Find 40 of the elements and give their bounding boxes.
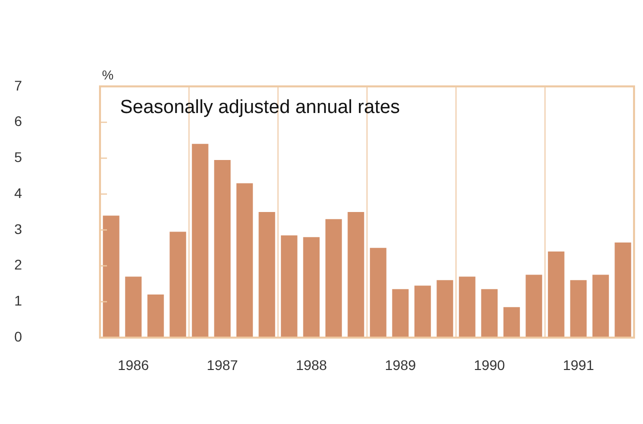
y-tick-label: 2 xyxy=(14,256,22,273)
x-tick-label: 1988 xyxy=(296,356,328,373)
x-tick-label: 1986 xyxy=(118,356,150,373)
y-tick-label: 6 xyxy=(14,113,22,130)
bar xyxy=(214,160,231,338)
bar xyxy=(414,286,431,338)
bar xyxy=(570,280,587,338)
bar xyxy=(102,216,120,338)
bar xyxy=(348,212,364,338)
bar xyxy=(436,280,454,338)
x-tick-label: 1987 xyxy=(206,356,238,373)
bar xyxy=(548,251,564,338)
x-tick-label: 1989 xyxy=(384,356,416,373)
y-tick-label: 3 xyxy=(14,220,22,237)
bar xyxy=(147,294,164,338)
y-tick-label: 7 xyxy=(14,77,22,94)
bar xyxy=(392,289,409,338)
bar xyxy=(303,237,320,338)
bar xyxy=(503,307,520,338)
y-tick-label: 1 xyxy=(14,292,22,309)
text: Seasonally adjusted annual rates xyxy=(120,97,400,118)
bar xyxy=(258,212,276,338)
bar xyxy=(170,232,186,338)
x-tick-label: 1991 xyxy=(562,356,594,373)
bar xyxy=(614,242,632,338)
bar xyxy=(592,274,609,338)
y-tick-label: 5 xyxy=(14,149,22,166)
bar xyxy=(125,276,142,338)
y-axis-title: % xyxy=(102,67,114,82)
x-tick-label: 1990 xyxy=(474,356,506,373)
bar xyxy=(192,144,208,338)
bar xyxy=(370,248,386,338)
y-tick-label: 4 xyxy=(14,184,22,201)
bar xyxy=(481,289,498,338)
bar xyxy=(458,276,476,338)
bar xyxy=(236,183,253,338)
bar xyxy=(280,235,298,338)
y-tick-label: 0 xyxy=(14,328,22,344)
bar xyxy=(325,219,342,338)
bar xyxy=(526,274,542,338)
